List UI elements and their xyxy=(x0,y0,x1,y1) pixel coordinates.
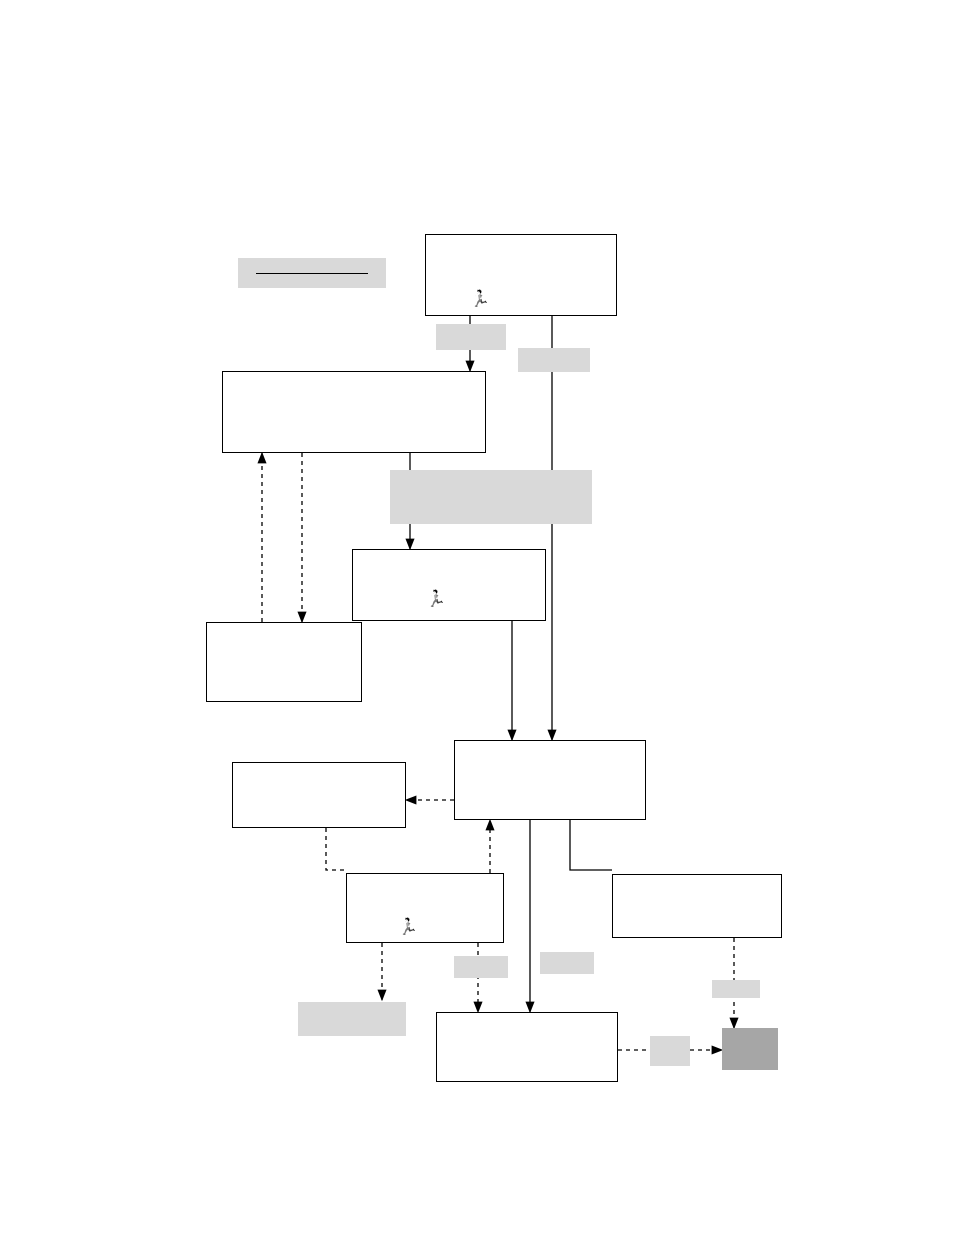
edge-label-4 xyxy=(454,956,508,978)
edge-label-7 xyxy=(298,1002,406,1036)
node-4 xyxy=(206,622,362,702)
flowchart-page: 🏃 🏃 🏃 xyxy=(0,0,954,1235)
edge-label-8 xyxy=(650,1036,690,1066)
terminal-node xyxy=(722,1028,778,1070)
node-8 xyxy=(612,874,782,938)
runner-icon: 🏃 xyxy=(398,920,418,936)
edge-label-3 xyxy=(390,470,592,524)
edge-label-1 xyxy=(436,324,506,350)
edge-label-5 xyxy=(540,952,594,974)
node-6 xyxy=(232,762,406,828)
runner-icon: 🏃 xyxy=(426,592,446,608)
node-2 xyxy=(222,371,486,453)
node-3 xyxy=(352,549,546,621)
node-1 xyxy=(425,234,617,316)
edge-label-2 xyxy=(518,348,590,372)
node-5 xyxy=(454,740,646,820)
node-9 xyxy=(436,1012,618,1082)
edge-label-6 xyxy=(712,980,760,998)
runner-icon: 🏃 xyxy=(470,292,490,308)
node-7 xyxy=(346,873,504,943)
legend-line xyxy=(256,273,368,274)
